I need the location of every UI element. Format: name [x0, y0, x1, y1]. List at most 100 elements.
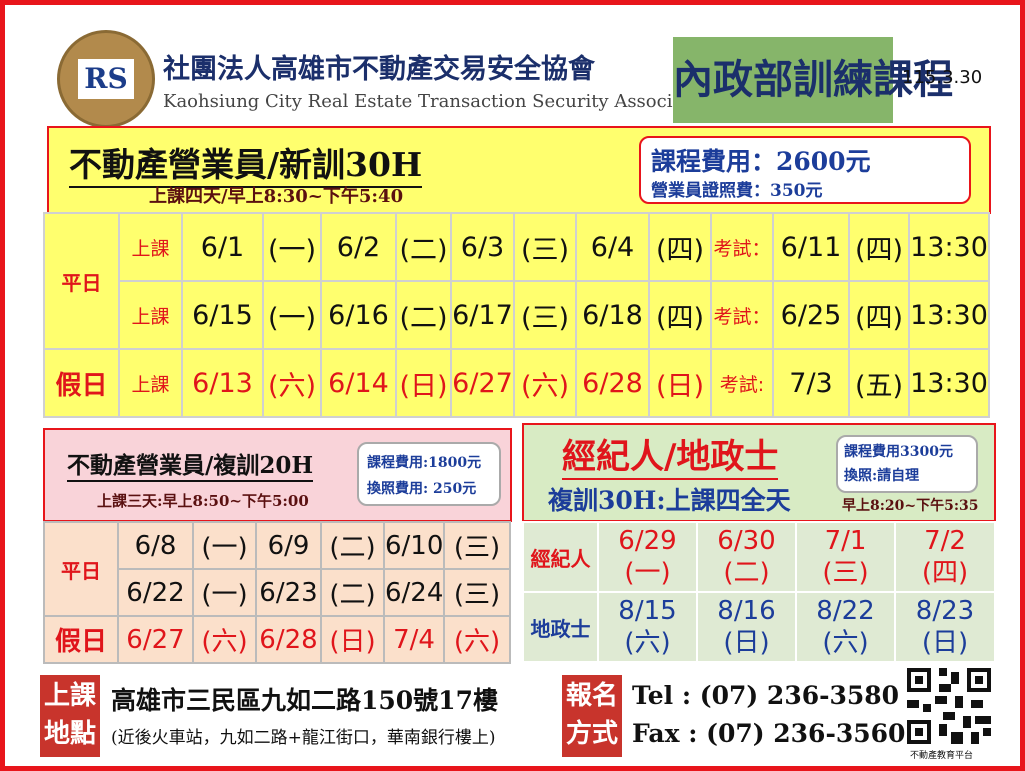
- new-training-banner: 不動產營業員/新訓30H 上課四天/早上8:30~下午5:40 課程費用：260…: [47, 126, 991, 214]
- row: 假日 上課 6/13 (六) 6/14 (日) 6/27 (六) 6/28 (日) 考試: 7/3 (五…: [43, 348, 990, 418]
- broker-table: 經紀人 6/29 (一) 6/30 (二) 7/1 (三) 7/2 (四) 地政士 8/15 (六) 8…: [522, 521, 996, 663]
- weekday: (日): [723, 628, 770, 658]
- cell: 8/23 (日): [894, 591, 996, 663]
- cell: 上課: [118, 348, 183, 418]
- cell: 6/24: [383, 568, 445, 617]
- cell: 6/17: [450, 280, 515, 350]
- row: 經紀人 6/29 (一) 6/30 (二) 7/1 (三) 7/2 (四): [522, 521, 996, 593]
- title: 不動產營業員/複訓20H: [67, 446, 314, 482]
- broker-banner: 經紀人/地政士 複訓30H:上課四全天 課程費用3300元 換照:請自理 早上8…: [522, 423, 996, 522]
- cell: 6/13: [181, 348, 264, 418]
- date: 8/15: [618, 596, 677, 626]
- cell: (二): [320, 568, 385, 617]
- date: 8/23: [915, 596, 975, 626]
- tel: Tel : (07) 236-3580: [632, 681, 900, 710]
- cell: (一): [262, 212, 322, 282]
- date: 115.3.30: [902, 67, 983, 88]
- refresher-banner: 不動產營業員/複訓20H 上課三天:早上8:50~下午5:00 課程費用:180…: [43, 428, 512, 522]
- cell: (一): [192, 568, 257, 617]
- cell: (六): [192, 615, 257, 664]
- cell: 7/2 (四): [894, 521, 996, 593]
- license-fee: 換照費用: 250元: [367, 481, 477, 497]
- address: 高雄市三民區九如二路150號17樓: [111, 686, 498, 715]
- cell: 6/25: [772, 280, 850, 350]
- row: 地政士 8/15 (六) 8/16 (日) 8/22 (六) 8/23 (日): [522, 591, 996, 663]
- cell: (四): [848, 212, 910, 282]
- row: 假日 6/27 (六) 6/28 (日) 7/4 (六): [43, 615, 511, 664]
- date: 8/22: [816, 596, 875, 626]
- cell: 6/16: [320, 280, 397, 350]
- weekday: (三): [822, 558, 869, 588]
- row-label: 經紀人: [522, 521, 599, 593]
- weekday: (二): [723, 558, 770, 588]
- address-note: (近後火車站，九如二路+龍江街口，華南銀行樓上): [111, 728, 496, 748]
- fee: 課程費用3300元: [844, 444, 953, 460]
- cell: (日): [648, 348, 712, 418]
- qr-code: [907, 668, 991, 744]
- cell: (日): [395, 348, 452, 418]
- cell: (三): [513, 280, 577, 350]
- cell: (六): [262, 348, 322, 418]
- date: 8/16: [717, 596, 776, 626]
- location-label: 上課地點: [40, 675, 100, 757]
- weekday: (六): [822, 628, 869, 658]
- subtitle: 複訓30H:上課四全天: [548, 486, 791, 515]
- logo-text: RS: [78, 59, 134, 99]
- cell: 上課: [118, 212, 183, 282]
- cell: 6/14: [320, 348, 397, 418]
- cell: (一): [192, 521, 257, 570]
- cell: (六): [513, 348, 577, 418]
- cell: 6/28: [575, 348, 650, 418]
- fee: 課程費用:1800元: [367, 455, 482, 471]
- weekday: (日): [921, 628, 969, 658]
- cell: 7/4: [383, 615, 445, 664]
- cell: 6/9: [255, 521, 322, 570]
- cell: (四): [648, 280, 712, 350]
- cell: 6/3: [450, 212, 515, 282]
- license-fee: 換照:請自理: [844, 468, 920, 484]
- cell: 6/2: [320, 212, 397, 282]
- group-label: 平日: [43, 521, 119, 617]
- cell: 13:30: [908, 280, 990, 350]
- license-fee: 營業員證照費：350元: [651, 181, 823, 201]
- cell: 6/30 (二): [696, 521, 797, 593]
- fax: Fax : (07) 236-3560: [632, 719, 906, 748]
- cell: 6/4: [575, 212, 650, 282]
- cell: 8/15 (六): [597, 591, 698, 663]
- group-label: 假日: [43, 348, 120, 418]
- cell: (二): [395, 280, 452, 350]
- weekday: (四): [921, 558, 969, 588]
- signup-label: 報名方式: [562, 675, 622, 757]
- cell: 考試：: [710, 212, 774, 282]
- cell: 考試:: [710, 348, 774, 418]
- cell: 6/27: [117, 615, 194, 664]
- cell: (四): [848, 280, 910, 350]
- fee-box: 課程費用：2600元 營業員證照費：350元: [639, 136, 971, 204]
- date: 7/2: [924, 526, 966, 556]
- title: 經紀人/地政士: [562, 429, 779, 480]
- badge: 內政部訓練課程: [673, 37, 953, 123]
- weekday: (六): [624, 628, 671, 658]
- date: 6/29: [618, 526, 677, 556]
- cell: (二): [320, 521, 385, 570]
- row: 6/22 (一) 6/23 (二) 6/24 (三): [44, 568, 511, 617]
- cell: 6/18: [575, 280, 650, 350]
- date: 7/1: [824, 526, 867, 556]
- fee: 課程費用：2600元: [651, 147, 871, 176]
- cell: (六): [443, 615, 511, 664]
- cell: 6/8: [117, 521, 194, 570]
- row-label: 地政士: [522, 591, 599, 663]
- cell: 6/11: [772, 212, 850, 282]
- cell: 6/23: [255, 568, 322, 617]
- schedule: 早上8:20~下午5:35: [842, 498, 979, 514]
- cell: 6/15: [181, 280, 264, 350]
- cell: (三): [513, 212, 577, 282]
- org-name-en: Kaohsiung City Real Estate Transaction S…: [163, 91, 719, 112]
- cell: 考試：: [710, 280, 774, 350]
- cell: 8/22 (六): [795, 591, 896, 663]
- org-name: 社團法人高雄市不動產交易安全協會: [163, 54, 595, 85]
- row: 平日 上課 6/1 (一) 6/2 (二) 6/3 (三) 6/4 (四) 考試： 6/11 (四) 13…: [43, 212, 990, 350]
- weekday: (一): [624, 558, 671, 588]
